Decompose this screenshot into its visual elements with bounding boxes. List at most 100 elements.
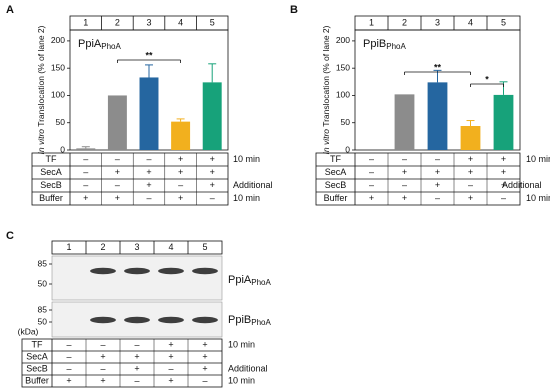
lane-number: 4 <box>178 17 183 27</box>
condition-cell: + <box>146 180 151 190</box>
condition-cell: – <box>134 339 139 349</box>
blot-band <box>158 316 184 324</box>
condition-cell: + <box>100 375 105 385</box>
bar <box>394 94 415 150</box>
condition-cell: + <box>210 167 215 177</box>
lane-number: 4 <box>168 242 173 252</box>
title-main: PpiA <box>228 274 252 286</box>
blot-band <box>158 267 184 275</box>
error-bar <box>145 64 153 78</box>
condition-name: Buffer <box>39 193 63 203</box>
condition-cell: + <box>100 351 105 361</box>
condition-cell: + <box>202 363 207 373</box>
lane-number: 3 <box>134 242 139 252</box>
lane-number: 2 <box>115 17 120 27</box>
bar <box>460 126 481 150</box>
lane-number: 1 <box>369 17 374 27</box>
marker-unit: (kDa) <box>18 326 39 336</box>
significance-label: ** <box>145 50 153 60</box>
condition-cell: + <box>501 180 506 190</box>
condition-note: 10 min <box>526 154 550 164</box>
lane-header <box>51 240 223 255</box>
condition-cell: – <box>146 193 151 203</box>
y-tick-label: 200 <box>336 35 350 45</box>
condition-name: TF <box>46 154 57 164</box>
y-tick-label: 0 <box>345 144 350 154</box>
condition-cell: + <box>134 363 139 373</box>
condition-cell: – <box>501 193 506 203</box>
condition-cell: – <box>178 180 183 190</box>
condition-cell: + <box>83 193 88 203</box>
lane-number: 2 <box>100 242 105 252</box>
condition-name: Buffer <box>324 193 348 203</box>
y-tick-label: 100 <box>51 90 65 100</box>
lane-number: 5 <box>202 242 207 252</box>
y-axis-label-italic: In vitro <box>36 129 46 155</box>
condition-note: Additional <box>228 363 268 373</box>
condition-cell: – <box>402 154 407 164</box>
title-main: PpiB <box>363 38 386 50</box>
chart-title: PpiBPhoA <box>363 38 406 51</box>
marker-label: 85 <box>38 304 48 314</box>
condition-cell: + <box>468 193 473 203</box>
condition-cell: – <box>83 167 88 177</box>
condition-cell: + <box>178 193 183 203</box>
y-tick-label: 50 <box>341 117 351 127</box>
condition-cell: + <box>435 167 440 177</box>
condition-cell: – <box>402 180 407 190</box>
blot-image <box>51 255 223 301</box>
significance-label: ** <box>434 62 442 72</box>
condition-name: TF <box>330 154 341 164</box>
condition-cell: – <box>134 375 139 385</box>
y-tick-label: 100 <box>336 90 350 100</box>
condition-cell: – <box>66 351 71 361</box>
condition-name: SecA <box>40 167 62 177</box>
condition-note: 10 min <box>228 375 255 385</box>
bar <box>202 82 222 150</box>
chart-title: PpiAPhoA <box>78 38 121 51</box>
condition-name: SecB <box>26 363 48 373</box>
condition-cell: – <box>100 339 105 349</box>
condition-cell: – <box>100 363 105 373</box>
title-sub: PhoA <box>251 278 271 287</box>
condition-cell: + <box>146 167 151 177</box>
condition-cell: + <box>66 375 71 385</box>
condition-cell: – <box>468 180 473 190</box>
y-tick-label: 0 <box>60 144 65 154</box>
condition-cell: + <box>168 339 173 349</box>
condition-note: 10 min <box>228 339 255 349</box>
blot-band <box>192 267 218 275</box>
lane-number: 4 <box>468 17 473 27</box>
condition-cell: – <box>83 180 88 190</box>
condition-note: Additional <box>502 180 542 190</box>
blot-band <box>124 267 150 275</box>
error-bar <box>81 146 90 149</box>
condition-name: SecA <box>325 167 347 177</box>
y-axis-label: In vitro Translocation (% of lane 2) <box>36 25 46 154</box>
condition-cell: – <box>435 154 440 164</box>
y-tick-label: 50 <box>56 117 66 127</box>
condition-cell: + <box>168 351 173 361</box>
y-axis-label: In vitro Translocation (% of lane 2) <box>321 25 331 154</box>
condition-cell: + <box>402 193 407 203</box>
condition-name: Buffer <box>25 375 49 385</box>
condition-cell: + <box>369 193 374 203</box>
title-main: PpiA <box>78 38 102 50</box>
condition-cell: – <box>435 193 440 203</box>
title-sub: PhoA <box>386 42 406 51</box>
condition-cell: + <box>468 154 473 164</box>
panel-label: B <box>290 4 298 16</box>
bar <box>76 148 96 150</box>
blot-name: PpiAPhoA <box>228 274 271 287</box>
condition-cell: – <box>369 154 374 164</box>
lane-number: 5 <box>210 17 215 27</box>
lane-number: 2 <box>402 17 407 27</box>
condition-cell: + <box>178 167 183 177</box>
lane-number: 1 <box>83 17 88 27</box>
y-tick-label: 150 <box>336 62 350 72</box>
bar <box>427 82 448 150</box>
condition-cell: – <box>115 154 120 164</box>
condition-cell: + <box>435 180 440 190</box>
blot-name: PpiBPhoA <box>228 314 271 327</box>
